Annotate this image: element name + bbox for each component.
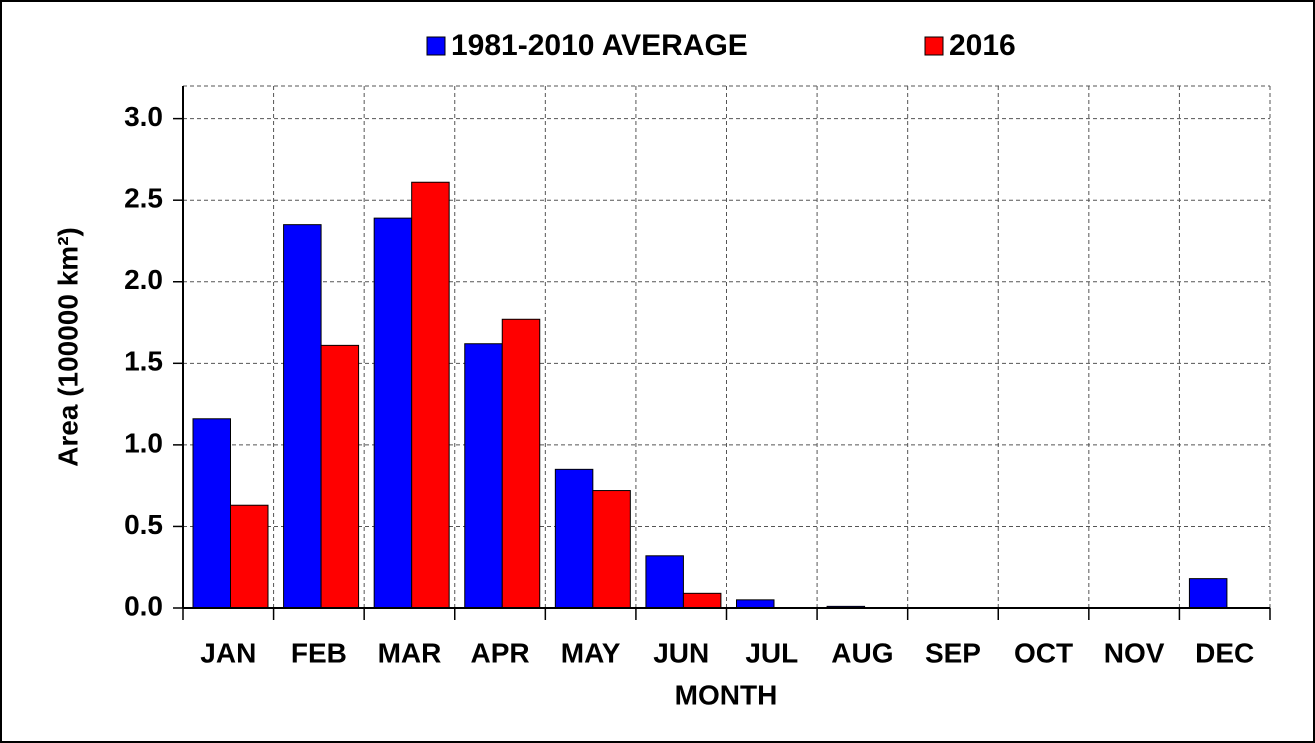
x-axis-label: MONTH [675,679,778,710]
x-tick-label: JAN [200,637,256,668]
x-tick-label: MAY [561,637,621,668]
bar [592,490,631,609]
y-tick-label: 2.0 [124,264,163,295]
bar [736,599,775,609]
x-tick-label: APR [470,637,529,668]
y-tick-label: 1.0 [124,427,163,458]
x-tick-label: AUG [831,637,893,668]
y-tick-label: 1.5 [124,346,163,377]
x-tick-label: NOV [1104,637,1165,668]
y-tick-label: 2.5 [124,183,163,214]
x-tick-label: DEC [1195,637,1254,668]
y-tick-label: 0.0 [124,590,163,621]
bar [682,592,722,609]
x-tick-label: SEP [925,637,981,668]
x-tick-label: MAR [378,637,442,668]
bar [501,318,541,609]
legend-label: 1981-2010 AVERAGE [451,29,748,62]
bar [230,504,269,609]
bar [411,181,450,609]
bar [283,224,322,609]
legend-swatch [426,36,446,56]
bar [554,468,594,609]
bar [320,344,360,609]
x-tick-label: OCT [1014,637,1073,668]
y-tick-label: 0.5 [124,509,163,540]
bar [373,217,413,609]
bar [464,343,503,609]
y-tick-label: 3.0 [124,101,163,132]
bar [645,555,684,609]
bar [192,418,231,609]
x-tick-label: JUL [745,637,798,668]
legend-swatch [924,36,944,56]
legend-label: 2016 [949,29,1016,62]
x-tick-label: FEB [291,637,347,668]
x-tick-label: JUN [653,637,709,668]
bar [1188,578,1228,609]
y-axis-label: Area (100000 km²) [52,227,83,467]
